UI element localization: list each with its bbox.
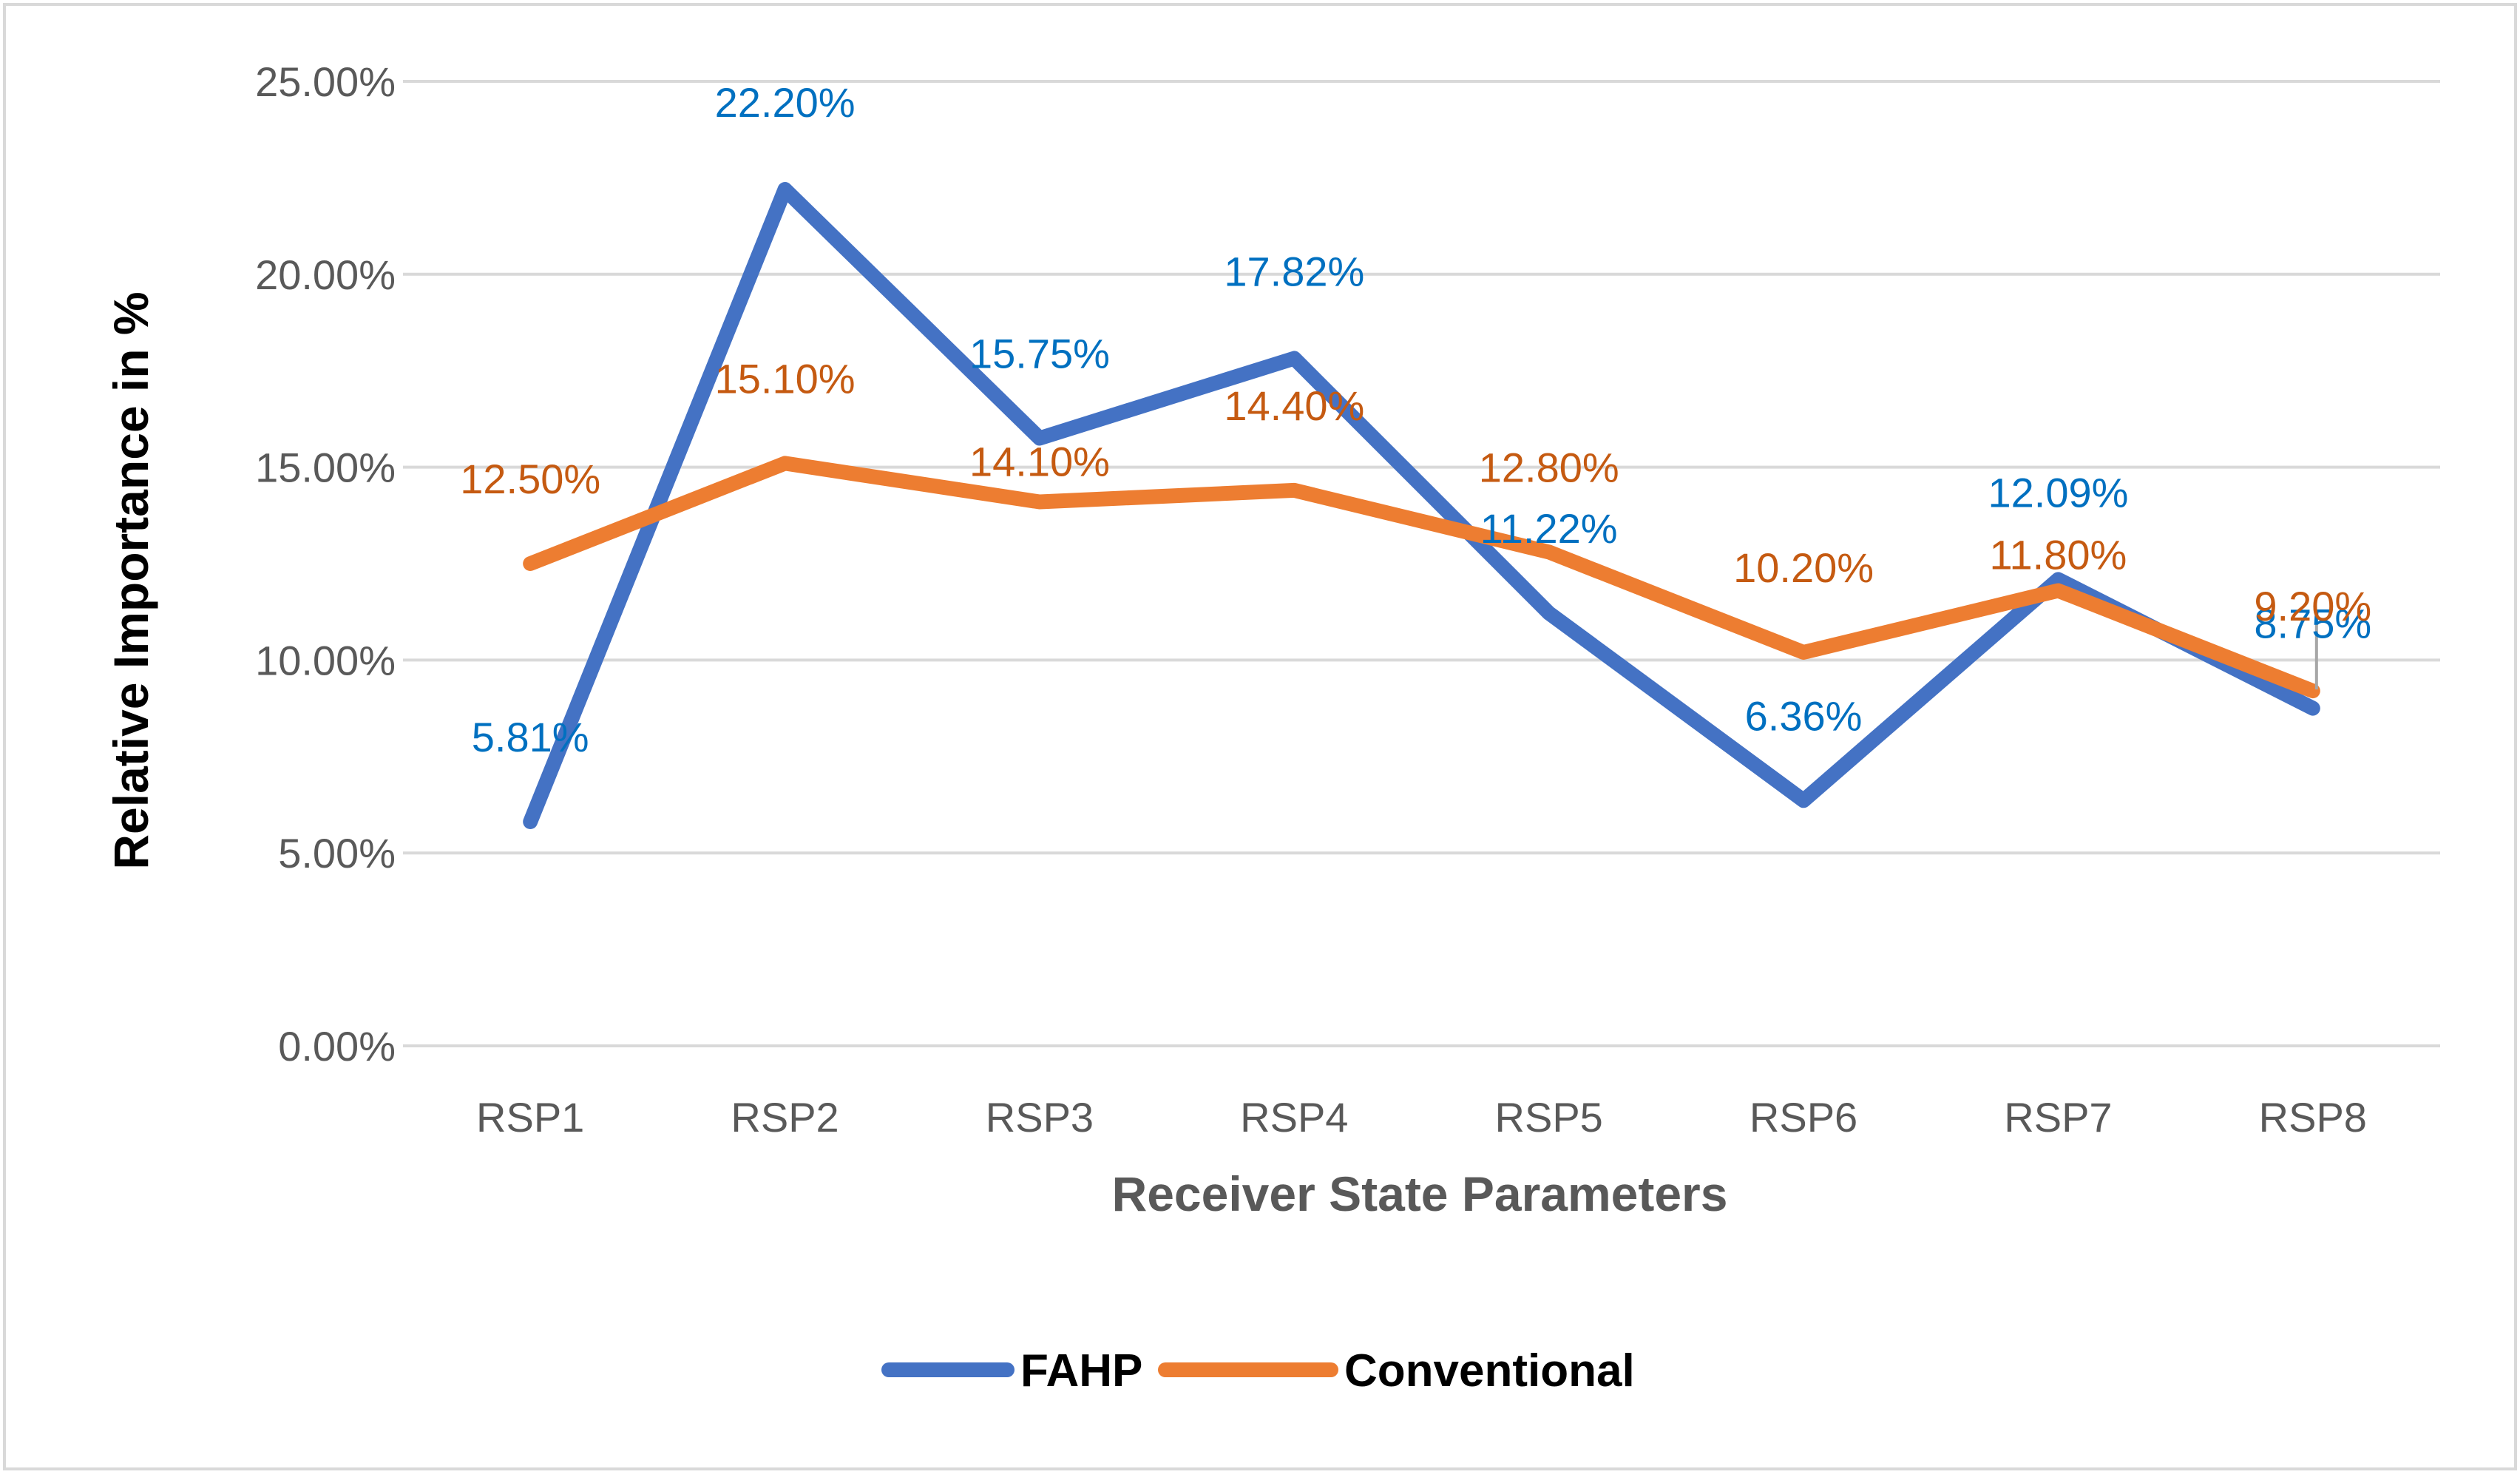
data-label-conventional: 15.10% <box>715 355 856 402</box>
data-label-fahp: 15.75% <box>969 330 1110 376</box>
data-label-fahp: 11.22% <box>1480 505 1618 552</box>
data-label-fahp: 12.09% <box>1988 469 2128 516</box>
data-label-fahp: 17.82% <box>1224 249 1364 295</box>
x-tick-label: RSP5 <box>1495 1094 1603 1141</box>
x-axis-ticks: RSP1 RSP2 RSP3 RSP4 RSP5 RSP6 RSP7 RSP8 <box>476 1094 2367 1141</box>
data-label-fahp: 22.20% <box>715 79 856 126</box>
data-label-conventional: 9.20% <box>2254 583 2371 629</box>
data-label-fahp: 6.36% <box>1745 692 1863 739</box>
y-tick-label: 20.00% <box>255 251 396 298</box>
y-tick-label: 5.00% <box>278 830 396 876</box>
legend-label-conventional: Conventional <box>1344 1345 1635 1396</box>
legend: FAHP Conventional <box>881 1345 1635 1396</box>
data-label-conventional: 11.80% <box>1990 532 2127 578</box>
x-tick-label: RSP4 <box>1240 1094 1348 1141</box>
data-label-conventional: 14.10% <box>969 439 1110 485</box>
data-label-fahp: 5.81% <box>472 714 589 760</box>
data-label-conventional: 10.20% <box>1733 544 1874 591</box>
y-axis-ticks: 0.00% 5.00% 10.00% 15.00% 20.00% 25.00% <box>255 58 396 1070</box>
data-label-conventional: 12.50% <box>460 456 600 502</box>
x-tick-label: RSP2 <box>731 1094 839 1141</box>
series-line-fahp <box>523 182 2320 829</box>
x-tick-label: RSP6 <box>1750 1094 1857 1141</box>
x-tick-label: RSP1 <box>476 1094 584 1141</box>
x-tick-label: RSP8 <box>2259 1094 2367 1141</box>
y-tick-label: 10.00% <box>255 637 396 683</box>
series-lines <box>523 182 2320 829</box>
series-line-conventional <box>523 456 2320 699</box>
chart-border <box>3 3 2517 1470</box>
y-axis-title: Relative Importance in % <box>104 291 158 869</box>
y-tick-label: 25.00% <box>255 58 396 105</box>
x-tick-label: RSP3 <box>986 1094 1094 1141</box>
y-tick-label: 15.00% <box>255 445 396 491</box>
gridlines <box>403 80 2440 1047</box>
x-tick-label: RSP7 <box>2004 1094 2112 1141</box>
data-label-conventional: 14.40% <box>1224 382 1364 429</box>
data-label-fahp: 8.75% <box>2254 601 2371 647</box>
legend-label-fahp: FAHP <box>1020 1345 1142 1396</box>
y-tick-label: 0.00% <box>278 1023 396 1070</box>
x-axis-title: Receiver State Parameters <box>1112 1166 1728 1221</box>
data-label-conventional: 12.80% <box>1479 444 1619 490</box>
data-labels: 5.81% 22.20% 15.75% 17.82% 11.22% 6.36% 12.09%… <box>460 79 2371 760</box>
